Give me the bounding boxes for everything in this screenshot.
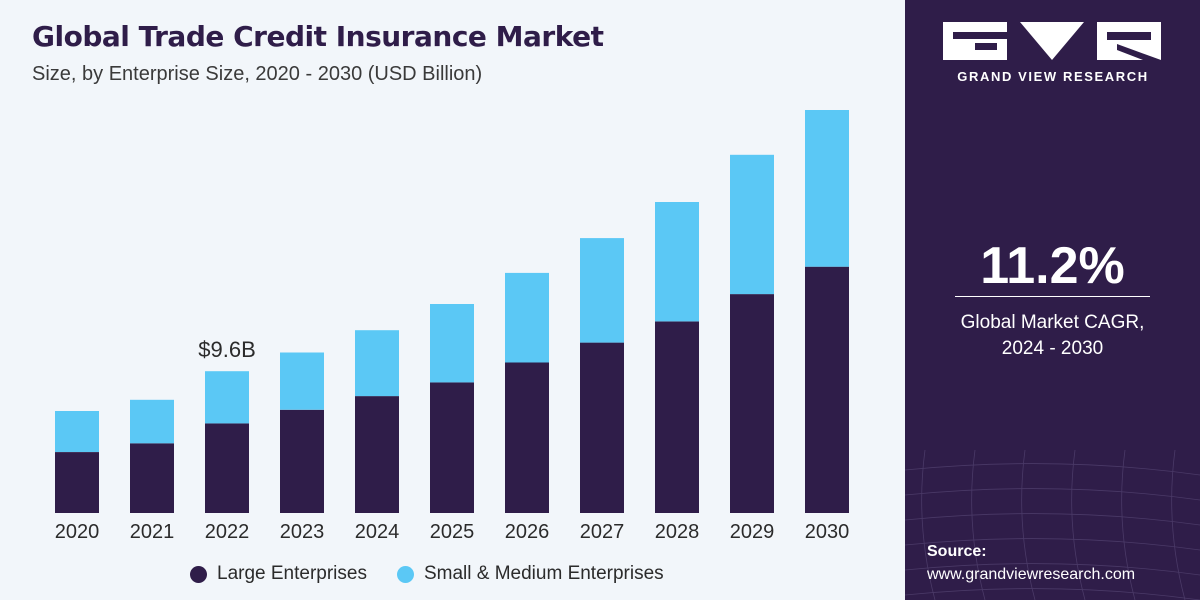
brand-name: GRAND VIEW RESEARCH (957, 69, 1149, 84)
x-tick-label-2030: 2030 (805, 521, 850, 543)
x-tick-label-2025: 2025 (430, 521, 475, 543)
bar-2021-small-medium-enterprises (130, 399, 174, 444)
legend-item-small-medium-enterprises: Small & Medium Enterprises (396, 563, 664, 585)
bar-2022-large-enterprises (205, 423, 249, 513)
bar-2029-small-medium-enterprises (730, 154, 774, 295)
bar-2025-large-enterprises (430, 382, 474, 513)
x-tick-label-2020: 2020 (55, 521, 100, 543)
x-tick-label-2023: 2023 (280, 521, 325, 543)
bar-2020-large-enterprises (55, 452, 99, 513)
grand-view-research-logo: GRAND VIEW RESEARCH (943, 22, 1163, 84)
bar-2026-small-medium-enterprises (505, 272, 549, 363)
cagr-label: Global Market CAGR, 2024 - 2030 (905, 310, 1200, 362)
bar-2026-large-enterprises (505, 362, 549, 513)
cagr-divider (955, 296, 1150, 297)
chart-subtitle: Size, by Enterprise Size, 2020 - 2030 (U… (32, 63, 483, 85)
legend-label-small-medium-enterprises: Small & Medium Enterprises (423, 563, 664, 584)
legend-swatch-large-enterprises (190, 565, 207, 583)
legend-swatch-small-medium-enterprises (396, 565, 414, 583)
bar-2027-large-enterprises (580, 342, 624, 513)
x-tick-label-2021: 2021 (130, 521, 175, 543)
bar-2028-small-medium-enterprises (655, 202, 699, 322)
cagr-label-line-1: Global Market CAGR, (960, 312, 1145, 333)
bar-2028-large-enterprises (655, 321, 699, 513)
cagr-value: 11.2% (980, 237, 1125, 295)
bar-2027-small-medium-enterprises (580, 238, 624, 343)
legend-item-large-enterprises: Large Enterprises (190, 563, 367, 585)
chart-title: Global Trade Credit Insurance Market (32, 20, 604, 53)
x-tick-label-2027: 2027 (580, 521, 625, 543)
x-tick-label-2028: 2028 (655, 521, 700, 543)
legend-label-large-enterprises: Large Enterprises (217, 563, 367, 584)
bar-2023-large-enterprises (280, 409, 324, 513)
bar-2029-large-enterprises (730, 294, 774, 513)
bar-2020-small-medium-enterprises (55, 411, 99, 452)
gvr-logo-icon (943, 22, 1161, 60)
bar-2021-large-enterprises (130, 443, 174, 513)
chart-panel: Global Trade Credit Insurance Market Siz… (0, 0, 905, 600)
bar-chart: 2020 2021 2022 $9.6B 2023 2024 2025 2026 2027 202… (55, 110, 850, 543)
bar-2030-large-enterprises (805, 266, 849, 513)
x-tick-label-2029: 2029 (730, 521, 775, 543)
cagr-label-line-2: 2024 - 2030 (1001, 338, 1104, 359)
x-tick-label-2026: 2026 (505, 521, 550, 543)
bar-2024-small-medium-enterprises (355, 330, 399, 397)
chart-legend: Large Enterprises Small & Medium Enterpr… (190, 563, 694, 585)
decorative-grid (905, 450, 1200, 600)
bar-2022-small-medium-enterprises (205, 371, 249, 424)
x-tick-label-2022: 2022 (205, 521, 250, 543)
x-tick-label-2024: 2024 (355, 521, 400, 543)
bar-2023-small-medium-enterprises (280, 352, 324, 410)
data-label-2022: $9.6B (198, 337, 256, 362)
bar-2030-small-medium-enterprises (805, 110, 849, 267)
source-label: Source: (927, 543, 987, 560)
source-url[interactable]: www.grandviewresearch.com (927, 566, 1136, 583)
bar-2025-small-medium-enterprises (430, 304, 474, 383)
side-panel: GRAND VIEW RESEARCH 11.2% Global Market … (905, 0, 1200, 600)
bar-2024-large-enterprises (355, 396, 399, 513)
